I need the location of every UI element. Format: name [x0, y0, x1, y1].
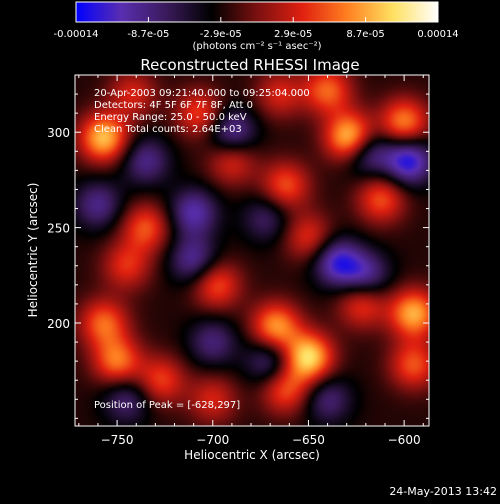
x-tick-label: −750	[101, 433, 134, 447]
x-tick-label: −700	[196, 433, 229, 447]
colorbar-tick-label: 0.00014	[417, 29, 458, 40]
y-axis-ticks: 200 250 300	[47, 74, 429, 419]
x-tick-label: −650	[292, 433, 325, 447]
colorbar-tick-label: -2.9e-05	[200, 29, 242, 40]
colorbar: -0.00014 -8.7e-05 -2.9e-05 2.9e-05 8.7e-05 0.…	[54, 1, 459, 52]
y-tick-label: 250	[47, 222, 70, 236]
x-axis-ticks: −750 −700 −650 −600	[78, 75, 424, 447]
x-tick-label: −600	[388, 433, 421, 447]
observation-info: 20-Apr-2003 09:21:40.000 to 09:25:04.000…	[94, 88, 310, 135]
colorbar-tick-label: 8.7e-05	[346, 29, 384, 40]
colorbar-gradient	[75, 1, 439, 23]
plot-frame	[74, 74, 430, 427]
colorbar-tick-label: -8.7e-05	[127, 29, 169, 40]
colorbar-unit-label: (photons cm⁻² s⁻¹ asec⁻²)	[192, 41, 321, 52]
info-line: Clean Total counts: 2.64E+03	[94, 124, 242, 135]
y-tick-label: 200	[47, 317, 70, 331]
y-tick-label: 300	[47, 126, 70, 140]
timestamp: 24-May-2013 13:42	[389, 485, 497, 498]
chart-title: Reconstructed RHESSI Image	[140, 56, 359, 74]
info-line: 20-Apr-2003 09:21:40.000 to 09:25:04.000	[94, 88, 310, 99]
colorbar-tick-label: 2.9e-05	[274, 29, 312, 40]
info-line: Detectors: 4F 5F 6F 7F 8F, Att 0	[94, 100, 253, 111]
x-axis-label: Heliocentric X (arcsec)	[184, 448, 320, 462]
y-axis-label: Heliocentric Y (arcsec)	[26, 183, 40, 318]
peak-position-label: Position of Peak = [-628,297]	[94, 400, 240, 411]
colorbar-ticks: -0.00014 -8.7e-05 -2.9e-05 2.9e-05 8.7e-05 0.…	[54, 17, 459, 40]
heatmap-image	[75, 75, 429, 426]
info-line: Energy Range: 25.0 - 50.0 keV	[94, 112, 247, 123]
colorbar-tick-label: -0.00014	[54, 29, 99, 40]
